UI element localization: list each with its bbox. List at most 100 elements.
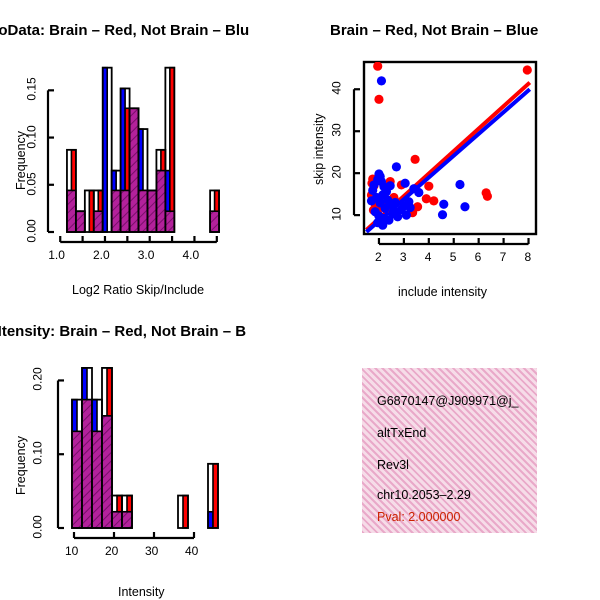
histogram-bar-overlap xyxy=(209,210,220,233)
scatter-plot xyxy=(352,60,538,246)
ytick-label: 0.00 xyxy=(24,219,39,243)
scatter-point xyxy=(385,181,395,191)
histogram-bar-overlap xyxy=(119,189,131,233)
info-line-strand: Rev3l xyxy=(377,458,409,472)
scatter-point xyxy=(424,181,434,191)
xtick-label: 1.0 xyxy=(48,248,65,262)
ytick-label: 0.10 xyxy=(24,124,39,149)
scatter-point xyxy=(380,203,390,214)
scatter-point xyxy=(460,202,470,212)
info-line-pval: Pval: 2.000000 xyxy=(377,510,461,524)
xtick-label: 4.0 xyxy=(182,248,200,262)
histogram-bar-overlap xyxy=(164,210,176,233)
histogram-bar-outline xyxy=(66,148,77,233)
scatter-point xyxy=(522,65,532,75)
scatter-point xyxy=(384,215,394,225)
scatter-point xyxy=(421,194,431,204)
ratio-histogram-plot xyxy=(46,66,220,244)
histogram-bar-outline xyxy=(177,494,189,529)
ratio-histogram-xlabel: Log2 Ratio Skip/Include xyxy=(72,283,205,297)
scatter-point xyxy=(439,199,449,209)
xtick-label: 2.0 xyxy=(92,248,110,262)
scatter-point xyxy=(455,179,465,190)
histogram-bar-overlap xyxy=(121,510,133,529)
scatter-point xyxy=(378,220,388,230)
scatter-point xyxy=(374,94,384,104)
scatter-point xyxy=(366,196,377,206)
ytick-label: 0.20 xyxy=(30,367,45,392)
info-line-event: altTxEnd xyxy=(377,426,427,440)
xtick-label: 30 xyxy=(145,544,159,558)
histogram-bar-overlap xyxy=(137,189,149,233)
intensity-histogram-xlabel: Intensity xyxy=(118,585,165,599)
intensity-histogram-plot xyxy=(56,367,219,540)
annotation-box: G6870147@J909971@j_ altTxEnd Rev3l chr10… xyxy=(362,368,537,533)
scatter-point xyxy=(412,202,423,212)
ytick-label: 20 xyxy=(329,165,344,179)
histogram-bar-overlap xyxy=(110,189,122,233)
histogram-bar-outline xyxy=(164,66,176,233)
scatter-xlabel: include intensity xyxy=(398,285,487,299)
xtick-label: 2 xyxy=(374,250,382,264)
intensity-histogram-ylabel: Frequency xyxy=(14,435,28,495)
scatter-point xyxy=(405,202,415,213)
histogram-bar-overlap xyxy=(75,210,86,233)
ytick-label: 0.10 xyxy=(30,441,45,465)
scatter-point xyxy=(376,76,387,86)
info-line-locus: chr10.2053–2.29 xyxy=(377,488,471,502)
xtick-label: 40 xyxy=(185,544,199,558)
panel-intensity-histogram: ne Itensity: Brain – Red, Not Brain – B … xyxy=(0,300,300,600)
xtick-label: 6 xyxy=(474,250,482,264)
scatter-point xyxy=(373,62,383,71)
scatter-point xyxy=(410,154,420,164)
panel-scatter: Brain – Red, Not Brain – Blue skip inten… xyxy=(300,0,600,300)
xtick-label: 8 xyxy=(524,250,532,264)
panel-ratio-histogram: RatioData: Brain – Red, Not Brain – Blu … xyxy=(0,0,300,300)
histogram-bar-overlap xyxy=(66,189,77,233)
plot-frame xyxy=(362,60,538,236)
histogram-bar-outline xyxy=(209,189,220,233)
scatter-point xyxy=(400,178,410,188)
xtick-label: 3 xyxy=(399,250,407,264)
ytick-label: 0.00 xyxy=(30,515,45,539)
ratio-histogram-title: RatioData: Brain – Red, Not Brain – Blu xyxy=(0,22,250,39)
scatter-point xyxy=(401,210,411,220)
scatter-point xyxy=(393,212,403,222)
histogram-bar-overlap xyxy=(81,398,93,529)
histogram-bar-outline xyxy=(121,494,133,529)
scatter-point xyxy=(437,210,448,220)
scatter-point xyxy=(429,196,439,206)
histogram-bar-overlap xyxy=(146,189,158,233)
scatter-point xyxy=(482,191,492,201)
scatter-point xyxy=(414,187,424,198)
histogram-bar-outline xyxy=(101,367,113,529)
scatter-title: Brain – Red, Not Brain – Blue xyxy=(330,22,539,39)
histogram-bar-overlap xyxy=(71,430,83,529)
scatter-point xyxy=(368,185,378,195)
xtick-label: 3.0 xyxy=(137,248,155,262)
histogram-bar-overlap xyxy=(92,210,104,233)
intensity-histogram-title: ne Itensity: Brain – Red, Not Brain – B xyxy=(0,323,247,340)
ytick-label: 40 xyxy=(329,81,344,95)
histogram-bar-overlap xyxy=(101,415,113,529)
xtick-label: 10 xyxy=(65,544,79,558)
histogram-bar-outline xyxy=(137,128,149,233)
xtick-label: 4 xyxy=(424,250,432,264)
histogram-bar-outline xyxy=(207,462,219,529)
scatter-point xyxy=(391,162,402,172)
ytick-label: 10 xyxy=(329,207,344,221)
ytick-label: 0.05 xyxy=(24,172,39,196)
histogram-bar-overlap xyxy=(111,510,123,529)
scatter-ylabel: skip intensity xyxy=(312,113,326,185)
xtick-label: 5 xyxy=(449,250,457,264)
ytick-label: 0.15 xyxy=(24,77,39,102)
histogram-bar-overlap xyxy=(155,169,167,233)
histogram-bar-outline xyxy=(101,66,113,233)
xtick-label: 7 xyxy=(499,250,507,264)
info-line-id: G6870147@J909971@j_ xyxy=(377,394,519,408)
histogram-bar-overlap xyxy=(128,107,140,233)
scatter-point xyxy=(390,197,400,208)
ytick-label: 30 xyxy=(329,123,344,137)
xtick-label: 20 xyxy=(105,544,119,558)
